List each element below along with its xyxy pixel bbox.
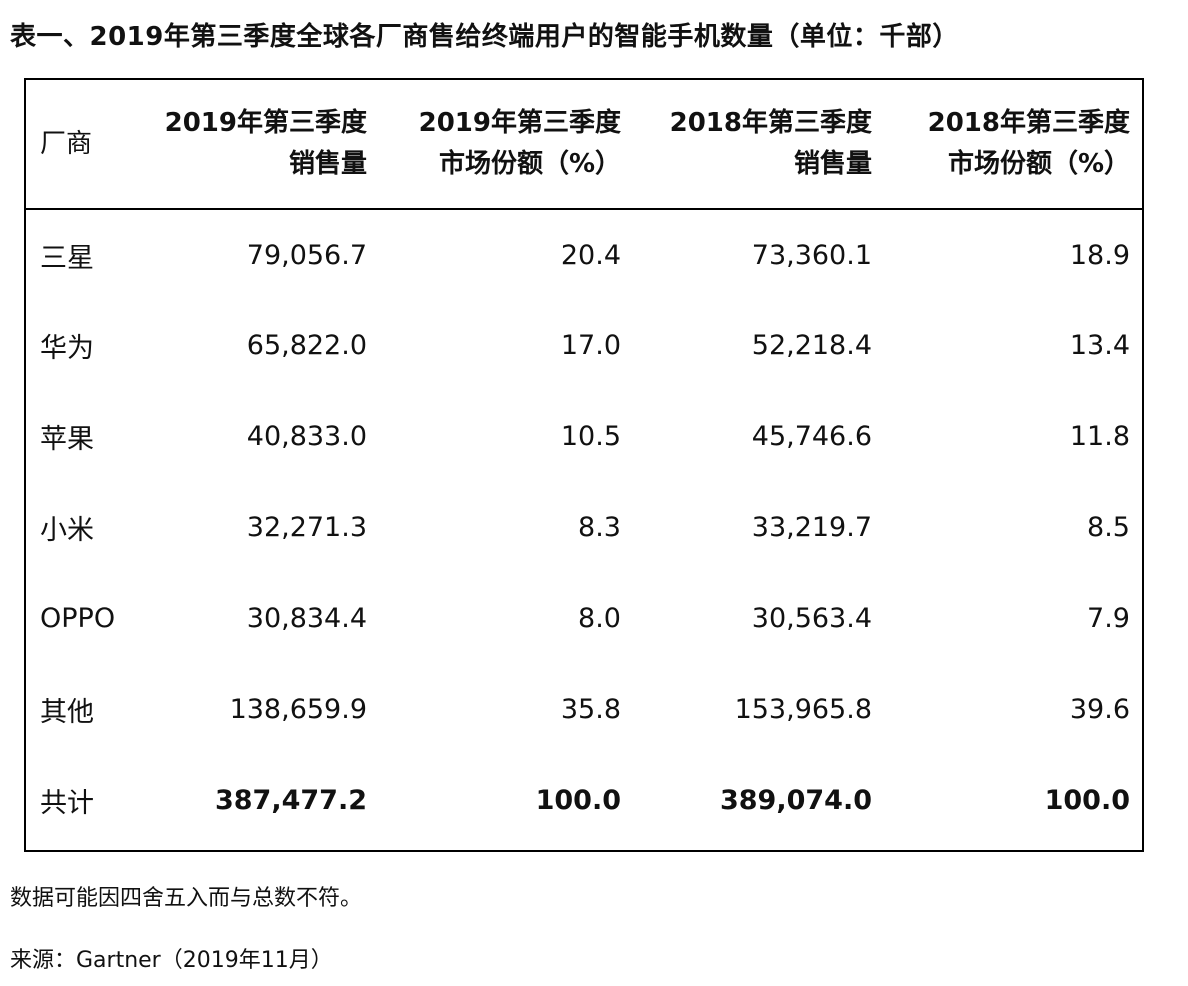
- sales-2018-cell: 33,219.7: [751, 512, 872, 543]
- vendor-cell: 小米: [40, 515, 94, 546]
- vendor-cell: 华为: [40, 333, 94, 364]
- sales-2019-cell: 79,056.7: [246, 239, 367, 271]
- share-2019-cell: 8.0: [578, 603, 621, 634]
- header-2018q3-share-line1: 2018年第三季度: [927, 108, 1130, 138]
- header-2018q3-share-line2: 市场份额（%）: [947, 149, 1130, 179]
- smartphone-sales-table: 厂商 2019年第三季度 销售量 2019年第三季度 市场份额（%） 2018年…: [26, 80, 1142, 846]
- table-row: 其他 138,659.9 35.8 153,965.8 39.6: [26, 664, 1142, 755]
- share-2018-cell: 11.8: [1069, 421, 1130, 452]
- header-2019q3-share: 2019年第三季度 市场份额（%）: [379, 80, 633, 210]
- vendor-cell: 苹果: [40, 424, 94, 455]
- sales-2018-cell: 52,218.4: [751, 330, 872, 361]
- header-2018q3-sales: 2018年第三季度 销售量: [633, 80, 884, 210]
- header-2019q3-sales-line1: 2019年第三季度: [164, 108, 367, 138]
- sales-table-frame: 厂商 2019年第三季度 销售量 2019年第三季度 市场份额（%） 2018年…: [24, 78, 1144, 852]
- sales-2019-cell: 40,833.0: [246, 421, 367, 452]
- sales-2018-cell: 73,360.1: [751, 239, 872, 271]
- share-2018-cell: 7.9: [1087, 603, 1130, 634]
- total-share-2018-cell: 100.0: [1044, 785, 1130, 816]
- total-label-cell: 共计: [40, 788, 94, 819]
- header-2019q3-sales: 2019年第三季度 销售量: [146, 80, 379, 210]
- sales-2019-cell: 138,659.9: [229, 694, 367, 725]
- share-2019-cell: 20.4: [560, 239, 621, 271]
- sales-2019-cell: 32,271.3: [246, 512, 367, 543]
- header-2019q3-share-line2: 市场份额（%）: [438, 149, 621, 179]
- share-2019-cell: 35.8: [560, 694, 621, 725]
- share-2018-cell: 13.4: [1069, 330, 1130, 361]
- header-2019q3-sales-line2: 销售量: [288, 149, 367, 179]
- share-2018-cell: 8.5: [1087, 512, 1130, 543]
- header-2018q3-sales-line2: 销售量: [793, 149, 872, 179]
- share-2018-cell: 18.9: [1069, 239, 1130, 271]
- table-row: 华为 65,822.0 17.0 52,218.4 13.4: [26, 300, 1142, 391]
- vendor-cell: 其他: [40, 697, 94, 728]
- share-2019-cell: 10.5: [560, 421, 621, 452]
- share-2018-cell: 39.6: [1069, 694, 1130, 725]
- table-row: 三星 79,056.7 20.4 73,360.1 18.9: [26, 209, 1142, 300]
- sales-2018-cell: 153,965.8: [734, 694, 872, 725]
- sales-2019-cell: 30,834.4: [246, 603, 367, 634]
- header-vendor-label: 厂商: [40, 128, 93, 159]
- vendor-cell: OPPO: [40, 603, 116, 634]
- header-2018q3-sales-line1: 2018年第三季度: [669, 108, 872, 138]
- sales-2018-cell: 45,746.6: [751, 421, 872, 452]
- sales-2019-cell: 65,822.0: [246, 330, 367, 361]
- table-row: 小米 32,271.3 8.3 33,219.7 8.5: [26, 482, 1142, 573]
- header-row: 厂商 2019年第三季度 销售量 2019年第三季度 市场份额（%） 2018年…: [26, 80, 1142, 210]
- vendor-cell: 三星: [40, 242, 94, 274]
- share-2019-cell: 17.0: [560, 330, 621, 361]
- rounding-note: 数据可能因四舍五入而与总数不符。: [10, 886, 363, 911]
- total-row: 共计 387,477.2 100.0 389,074.0 100.0: [26, 755, 1142, 846]
- header-2019q3-share-line1: 2019年第三季度: [418, 108, 621, 138]
- source-note: 来源：Gartner（2019年11月）: [10, 948, 333, 973]
- table-row: OPPO 30,834.4 8.0 30,563.4 7.9: [26, 573, 1142, 664]
- header-vendor: 厂商: [26, 80, 146, 210]
- total-sales-2019-cell: 387,477.2: [214, 785, 367, 816]
- total-share-2019-cell: 100.0: [535, 785, 621, 816]
- total-sales-2018-cell: 389,074.0: [719, 785, 872, 816]
- sales-2018-cell: 30,563.4: [751, 603, 872, 634]
- header-2018q3-share: 2018年第三季度 市场份额（%）: [884, 80, 1142, 210]
- share-2019-cell: 8.3: [578, 512, 621, 543]
- table-row: 苹果 40,833.0 10.5 45,746.6 11.8: [26, 391, 1142, 482]
- table-title: 表一、2019年第三季度全球各厂商售给终端用户的智能手机数量（单位：千部）: [10, 22, 959, 52]
